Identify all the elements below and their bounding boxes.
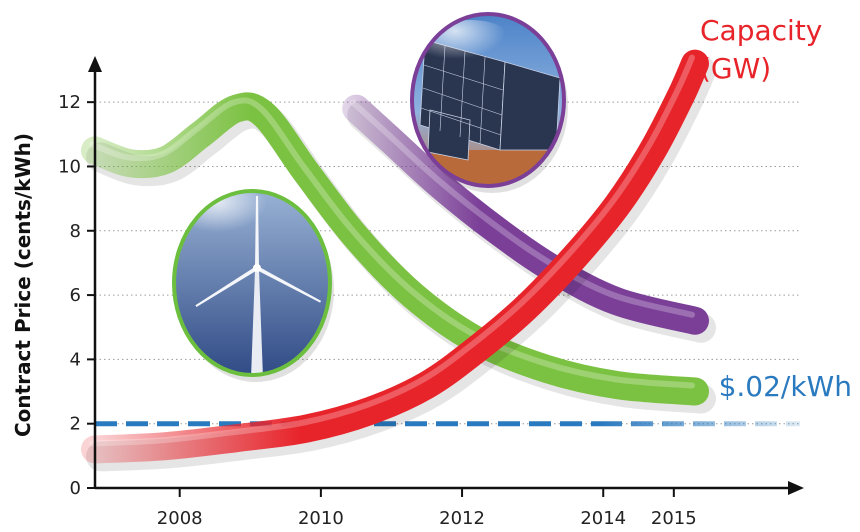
x-tick-label-3: 2014 bbox=[580, 508, 626, 529]
y-axis-title: Contract Price (cents/kWh) bbox=[11, 133, 35, 437]
y-tick-label-0: 0 bbox=[70, 478, 81, 499]
y-tick-label-3: 6 bbox=[70, 285, 81, 306]
series-highlight-0 bbox=[89, 97, 695, 389]
y-tick-label-5: 10 bbox=[58, 156, 81, 177]
capacity-label-line2: (GW) bbox=[700, 52, 771, 85]
series-line-0 bbox=[81, 92, 709, 406]
y-tick-label-6: 12 bbox=[58, 92, 81, 113]
series-highlight-1 bbox=[350, 99, 695, 318]
x-tick-label-0: 2008 bbox=[157, 508, 203, 529]
series-line-1 bbox=[342, 94, 709, 335]
y-tick-label-4: 8 bbox=[70, 221, 81, 242]
series-line-2 bbox=[81, 49, 709, 464]
y-tick-label-1: 2 bbox=[70, 414, 81, 435]
wind-turbine-icon bbox=[172, 189, 334, 382]
x-tick-label-4: 2015 bbox=[651, 508, 697, 529]
capacity-label-line1: Capacity bbox=[700, 14, 822, 47]
reference-line-label: $.02/kWh bbox=[719, 370, 852, 403]
solar-panels-icon bbox=[410, 12, 568, 193]
tick-layer: 0 2 4 6 8 10 12 2008 2010 2012 2014 2015 bbox=[58, 92, 697, 529]
x-tick-label-2: 2012 bbox=[439, 508, 485, 529]
series-layer bbox=[81, 49, 716, 472]
y-tick-label-2: 4 bbox=[70, 349, 81, 370]
x-axis-arrow bbox=[788, 481, 804, 495]
annotation-layer: $.02/kWh Capacity (GW) bbox=[700, 14, 852, 403]
x-tick-label-1: 2010 bbox=[298, 508, 344, 529]
series-highlight-2 bbox=[89, 54, 695, 447]
y-axis-arrow bbox=[88, 56, 102, 72]
